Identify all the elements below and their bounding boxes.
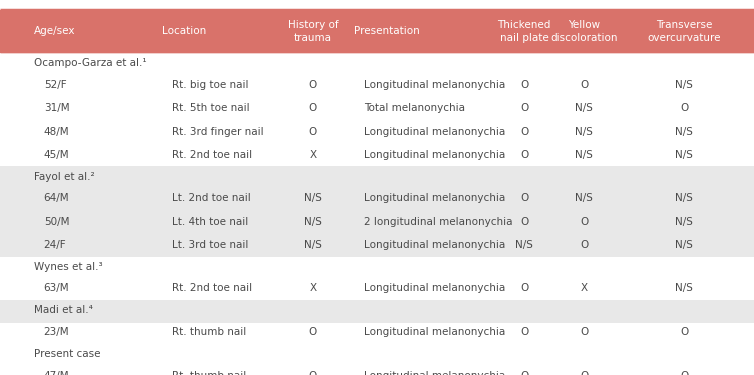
Text: Longitudinal melanonychia: Longitudinal melanonychia (364, 80, 505, 90)
Text: N/S: N/S (575, 150, 593, 160)
Text: Present case: Present case (34, 349, 100, 359)
Text: O: O (520, 127, 528, 136)
Text: 2 longitudinal melanonychia: 2 longitudinal melanonychia (364, 217, 513, 226)
Text: O: O (581, 370, 588, 375)
Text: O: O (520, 194, 528, 203)
Text: Rt. thumb nail: Rt. thumb nail (172, 327, 246, 337)
Text: O: O (680, 104, 688, 113)
Text: Longitudinal melanonychia: Longitudinal melanonychia (364, 370, 505, 375)
Text: Rt. 2nd toe nail: Rt. 2nd toe nail (172, 284, 252, 294)
Text: O: O (309, 80, 317, 90)
Text: O: O (309, 104, 317, 113)
Text: Ocampo-Garza et al.¹: Ocampo-Garza et al.¹ (34, 58, 146, 68)
FancyBboxPatch shape (0, 10, 754, 53)
Text: Rt. 3rd finger nail: Rt. 3rd finger nail (172, 127, 264, 136)
Text: O: O (309, 370, 317, 375)
Text: 64/M: 64/M (44, 194, 69, 203)
Text: N/S: N/S (575, 104, 593, 113)
Text: Location: Location (162, 27, 207, 36)
Text: N/S: N/S (676, 240, 693, 250)
Text: X: X (309, 284, 317, 294)
Text: 23/M: 23/M (44, 327, 69, 337)
Text: Rt. 5th toe nail: Rt. 5th toe nail (172, 104, 250, 113)
FancyBboxPatch shape (0, 344, 754, 375)
Text: O: O (520, 327, 528, 337)
Text: Longitudinal melanonychia: Longitudinal melanonychia (364, 240, 505, 250)
Text: N/S: N/S (676, 127, 693, 136)
Text: Rt. big toe nail: Rt. big toe nail (172, 80, 248, 90)
Text: Longitudinal melanonychia: Longitudinal melanonychia (364, 150, 505, 160)
Text: 48/M: 48/M (44, 127, 69, 136)
Text: N/S: N/S (304, 240, 322, 250)
Text: 50/M: 50/M (44, 217, 69, 226)
Text: N/S: N/S (676, 284, 693, 294)
Text: O: O (520, 217, 528, 226)
Text: Longitudinal melanonychia: Longitudinal melanonychia (364, 284, 505, 294)
Text: O: O (581, 327, 588, 337)
Text: Fayol et al.²: Fayol et al.² (34, 172, 94, 182)
Text: N/S: N/S (304, 217, 322, 226)
FancyBboxPatch shape (0, 166, 754, 256)
Text: Lt. 3rd toe nail: Lt. 3rd toe nail (172, 240, 248, 250)
Text: Lt. 4th toe nail: Lt. 4th toe nail (172, 217, 248, 226)
Text: O: O (520, 284, 528, 294)
Text: Longitudinal melanonychia: Longitudinal melanonychia (364, 127, 505, 136)
Text: O: O (680, 370, 688, 375)
Text: O: O (520, 80, 528, 90)
Text: O: O (520, 150, 528, 160)
Text: O: O (520, 104, 528, 113)
Text: Transverse
overcurvature: Transverse overcurvature (648, 20, 721, 43)
FancyBboxPatch shape (0, 53, 754, 166)
Text: N/S: N/S (575, 127, 593, 136)
Text: 45/M: 45/M (44, 150, 69, 160)
Text: N/S: N/S (676, 150, 693, 160)
Text: Wynes et al.³: Wynes et al.³ (34, 262, 103, 272)
FancyBboxPatch shape (0, 256, 754, 300)
Text: N/S: N/S (575, 194, 593, 203)
Text: Thickened
nail plate: Thickened nail plate (498, 20, 550, 43)
Text: O: O (520, 370, 528, 375)
Text: Madi et al.⁴: Madi et al.⁴ (34, 305, 93, 315)
Text: N/S: N/S (304, 194, 322, 203)
Text: X: X (581, 284, 588, 294)
Text: O: O (680, 327, 688, 337)
Text: Age/sex: Age/sex (34, 27, 75, 36)
Text: Presentation: Presentation (354, 27, 420, 36)
Text: 52/F: 52/F (44, 80, 66, 90)
Text: Rt. thumb nail: Rt. thumb nail (172, 370, 246, 375)
Text: N/S: N/S (676, 217, 693, 226)
Text: Rt. 2nd toe nail: Rt. 2nd toe nail (172, 150, 252, 160)
Text: O: O (581, 217, 588, 226)
Text: O: O (581, 240, 588, 250)
Text: 31/M: 31/M (44, 104, 69, 113)
Text: Longitudinal melanonychia: Longitudinal melanonychia (364, 194, 505, 203)
Text: Yellow
discoloration: Yellow discoloration (550, 20, 618, 43)
Text: 63/M: 63/M (44, 284, 69, 294)
Text: N/S: N/S (676, 80, 693, 90)
Text: Longitudinal melanonychia: Longitudinal melanonychia (364, 327, 505, 337)
Text: 24/F: 24/F (44, 240, 66, 250)
Text: O: O (309, 327, 317, 337)
Text: 47/M: 47/M (44, 370, 69, 375)
FancyBboxPatch shape (0, 300, 754, 344)
Text: Lt. 2nd toe nail: Lt. 2nd toe nail (172, 194, 250, 203)
Text: History of
trauma: History of trauma (287, 20, 339, 43)
Text: O: O (309, 127, 317, 136)
Text: X: X (309, 150, 317, 160)
Text: Total melanonychia: Total melanonychia (364, 104, 465, 113)
Text: O: O (581, 80, 588, 90)
Text: N/S: N/S (515, 240, 533, 250)
Text: N/S: N/S (676, 194, 693, 203)
